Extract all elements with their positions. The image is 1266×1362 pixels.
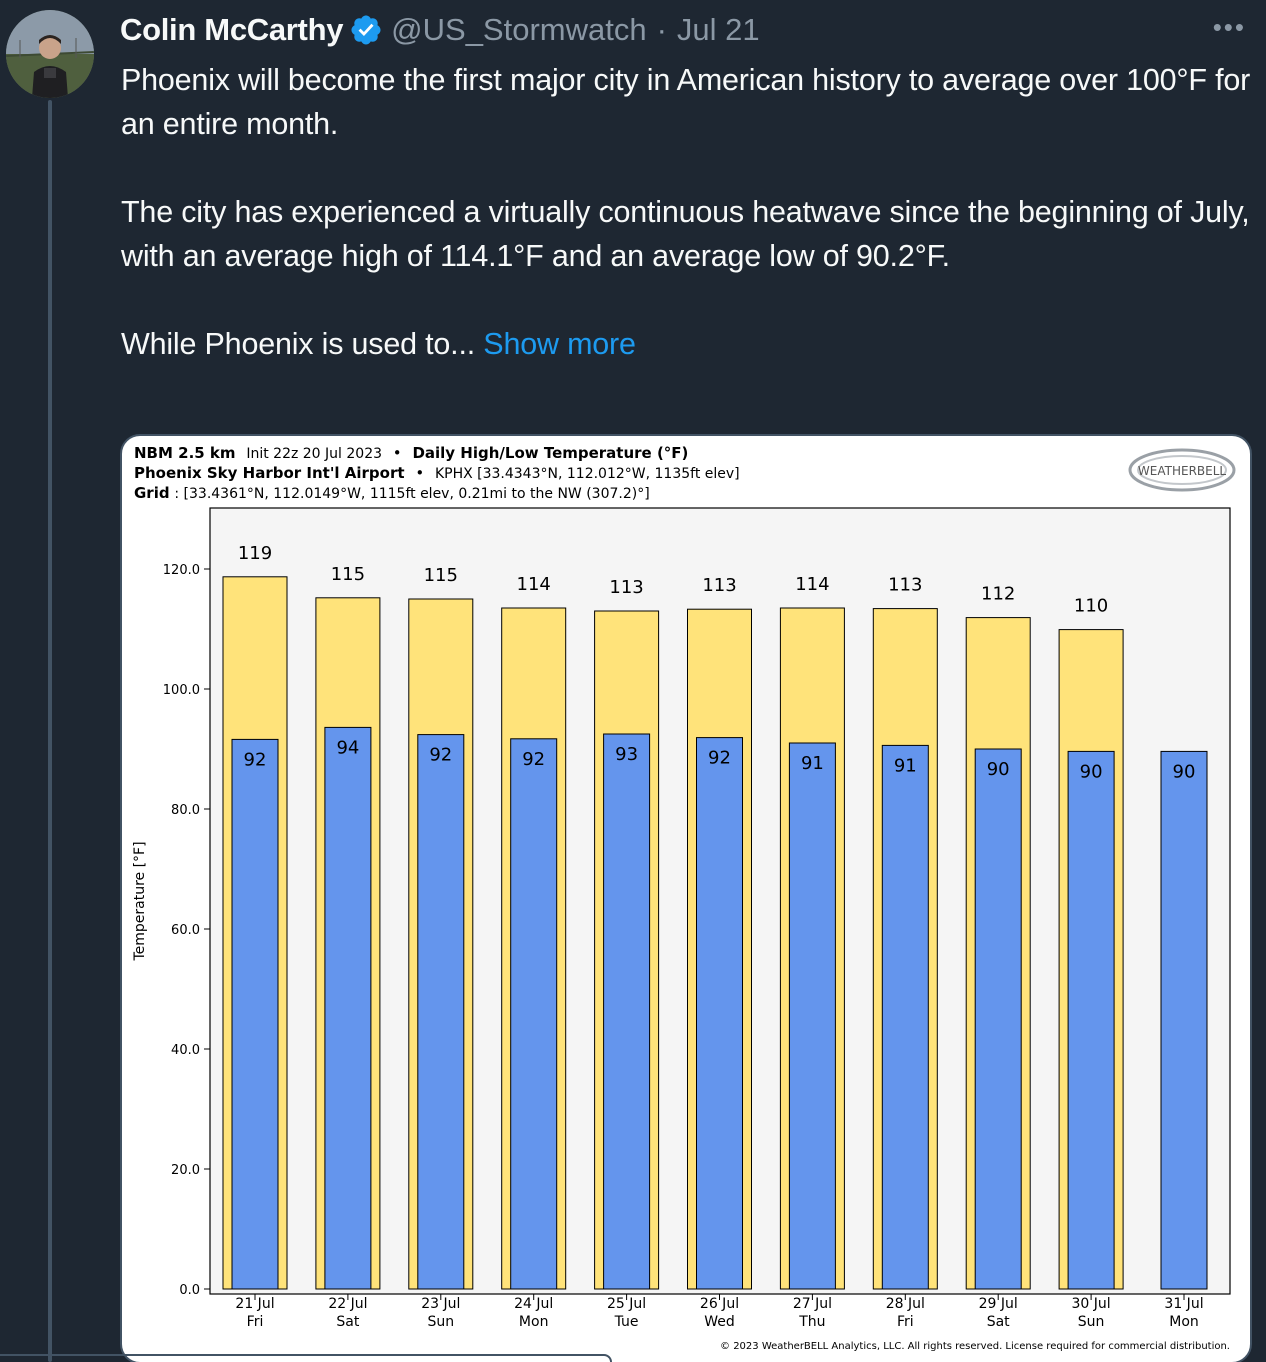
chart-header-sep2: • xyxy=(415,464,424,482)
x-tick-weekday: Wed xyxy=(704,1314,735,1330)
x-tick-date: 21 Jul xyxy=(235,1296,274,1312)
low-value-label: 90 xyxy=(1080,761,1103,782)
show-more-link[interactable]: Show more xyxy=(483,327,636,361)
avatar-image xyxy=(6,10,94,98)
low-bar xyxy=(788,742,836,1290)
x-tick-weekday: Sun xyxy=(1078,1314,1105,1330)
x-tick-date: 27 Jul xyxy=(793,1296,832,1312)
x-tick-date: 30 Jul xyxy=(1072,1296,1111,1312)
tweet-paragraph-3-text: While Phoenix is used to... xyxy=(121,327,476,361)
low-bar xyxy=(696,737,743,1290)
high-value-label: 112 xyxy=(981,584,1015,605)
tweet-paragraph-2: The city has experienced a virtually con… xyxy=(121,195,1250,273)
x-tick-weekday: Sat xyxy=(336,1314,359,1330)
tweet-header: Colin McCarthy @US_Stormwatch · Jul 21 •… xyxy=(120,8,1246,52)
chart-header-line1: NBM 2.5 km Init 22z 20 Jul 2023 • Daily … xyxy=(134,444,688,462)
x-axis: 21 Jul Fri 22 Jul Sat 23 Jul Sun 24 Jul Mon 25 J… xyxy=(235,1294,1204,1330)
y-tick-label: 80.0 xyxy=(171,803,200,818)
y-tick-label: 20.0 xyxy=(171,1163,200,1178)
bottom-divider xyxy=(0,1354,612,1362)
x-tick-date: 25 Jul xyxy=(607,1296,646,1312)
chart-copyright: © 2023 WeatherBELL Analytics, LLC. All r… xyxy=(720,1341,1230,1352)
x-tick-weekday: Tue xyxy=(614,1314,639,1330)
chart-grid-label: Grid xyxy=(134,484,170,502)
x-tick-date: 22 Jul xyxy=(328,1296,367,1312)
y-tick-label: 120.0 xyxy=(163,563,200,578)
thread-line xyxy=(48,100,52,1362)
low-value-label: 90 xyxy=(1173,761,1196,782)
low-bar xyxy=(974,748,1022,1290)
low-bar xyxy=(231,738,279,1290)
chart-station-info: KPHX [33.4343°N, 112.012°W, 1135ft elev] xyxy=(435,466,740,482)
x-tick-weekday: Fri xyxy=(897,1314,914,1330)
weatherbell-logo: WEATHERBELL xyxy=(1128,448,1236,492)
high-value-label: 115 xyxy=(424,565,458,586)
tweet-media-card[interactable]: NBM 2.5 km Init 22z 20 Jul 2023 • Daily … xyxy=(120,434,1252,1362)
low-bar xyxy=(1160,750,1208,1290)
high-value-label: 113 xyxy=(609,577,643,598)
y-tick-label: 40.0 xyxy=(171,1043,200,1058)
chart-header-sep1: • xyxy=(393,444,402,462)
low-bar xyxy=(510,738,558,1290)
tweet-body: Phoenix will become the first major city… xyxy=(121,58,1261,366)
low-bar xyxy=(417,734,465,1290)
low-value-label: 91 xyxy=(801,753,824,774)
high-value-label: 119 xyxy=(238,543,272,564)
low-value-label: 91 xyxy=(894,755,917,776)
logo-text: WEATHERBELL xyxy=(1138,464,1226,478)
y-axis-label: Temperature [°F] xyxy=(132,841,148,961)
x-tick-date: 29 Jul xyxy=(979,1296,1018,1312)
x-tick-date: 24 Jul xyxy=(514,1296,553,1312)
chart-model-label: NBM 2.5 km xyxy=(134,444,236,462)
high-value-label: 115 xyxy=(331,564,365,585)
chart-header-line2: Phoenix Sky Harbor Int'l Airport • KPHX … xyxy=(134,464,740,482)
x-tick-weekday: Thu xyxy=(798,1314,825,1330)
author-name[interactable]: Colin McCarthy xyxy=(120,12,344,47)
x-tick-weekday: Sat xyxy=(987,1314,1010,1330)
x-tick-weekday: Sun xyxy=(427,1314,454,1330)
high-value-label: 113 xyxy=(888,575,922,596)
low-bar xyxy=(881,744,929,1290)
low-bar xyxy=(324,726,372,1290)
y-tick-label: 100.0 xyxy=(163,683,200,698)
low-value-label: 92 xyxy=(429,745,452,766)
x-tick-weekday: Mon xyxy=(519,1314,549,1330)
y-tick-label: 60.0 xyxy=(171,923,200,938)
low-bar xyxy=(603,733,651,1290)
tweet-paragraph-1: Phoenix will become the first major city… xyxy=(121,63,1251,141)
y-tick-label: 0.0 xyxy=(179,1283,200,1298)
avatar[interactable] xyxy=(6,10,94,98)
x-tick-weekday: Fri xyxy=(247,1314,264,1330)
tweet-date[interactable]: Jul 21 xyxy=(676,12,760,47)
x-tick-date: 23 Jul xyxy=(421,1296,460,1312)
x-tick-weekday: Mon xyxy=(1169,1314,1199,1330)
chart-init-label: Init 22z 20 Jul 2023 xyxy=(246,446,382,462)
high-value-label: 110 xyxy=(1074,596,1108,617)
chart-grid-info: : [33.4361°N, 112.0149°W, 1115ft elev, 0… xyxy=(174,486,649,502)
low-value-label: 94 xyxy=(336,737,359,758)
chart-header-line3: Grid : [33.4361°N, 112.0149°W, 1115ft el… xyxy=(134,484,650,502)
low-value-label: 92 xyxy=(708,748,731,769)
chart-title: Daily High/Low Temperature (°F) xyxy=(412,444,688,462)
bars: 119 92 115 94 115 92 114 92 113 93 113 92 114 91 113 91… xyxy=(222,543,1208,1290)
header-separator: · xyxy=(656,12,667,47)
y-axis: 0.0 20.0 40.0 60.0 80.0 100.0 120.0 xyxy=(163,563,210,1298)
low-bar xyxy=(1067,750,1115,1290)
high-value-label: 114 xyxy=(795,574,829,595)
low-value-label: 92 xyxy=(522,749,545,770)
low-value-label: 93 xyxy=(615,744,638,765)
high-value-label: 113 xyxy=(702,575,736,596)
ellipsis-icon[interactable]: ••• xyxy=(1212,12,1246,42)
low-value-label: 92 xyxy=(244,749,267,770)
chart-station-name: Phoenix Sky Harbor Int'l Airport xyxy=(134,464,405,482)
high-value-label: 114 xyxy=(517,574,551,595)
verified-badge-icon xyxy=(351,15,381,45)
x-tick-date: 31 Jul xyxy=(1164,1296,1203,1312)
author-handle[interactable]: @US_Stormwatch xyxy=(391,12,647,47)
tweet-paragraph-3: While Phoenix is used to... Show more xyxy=(121,322,1261,366)
temperature-chart: NBM 2.5 km Init 22z 20 Jul 2023 • Daily … xyxy=(132,444,1236,1352)
x-tick-date: 26 Jul xyxy=(700,1296,739,1312)
x-tick-date: 28 Jul xyxy=(886,1296,925,1312)
low-value-label: 90 xyxy=(987,759,1010,780)
